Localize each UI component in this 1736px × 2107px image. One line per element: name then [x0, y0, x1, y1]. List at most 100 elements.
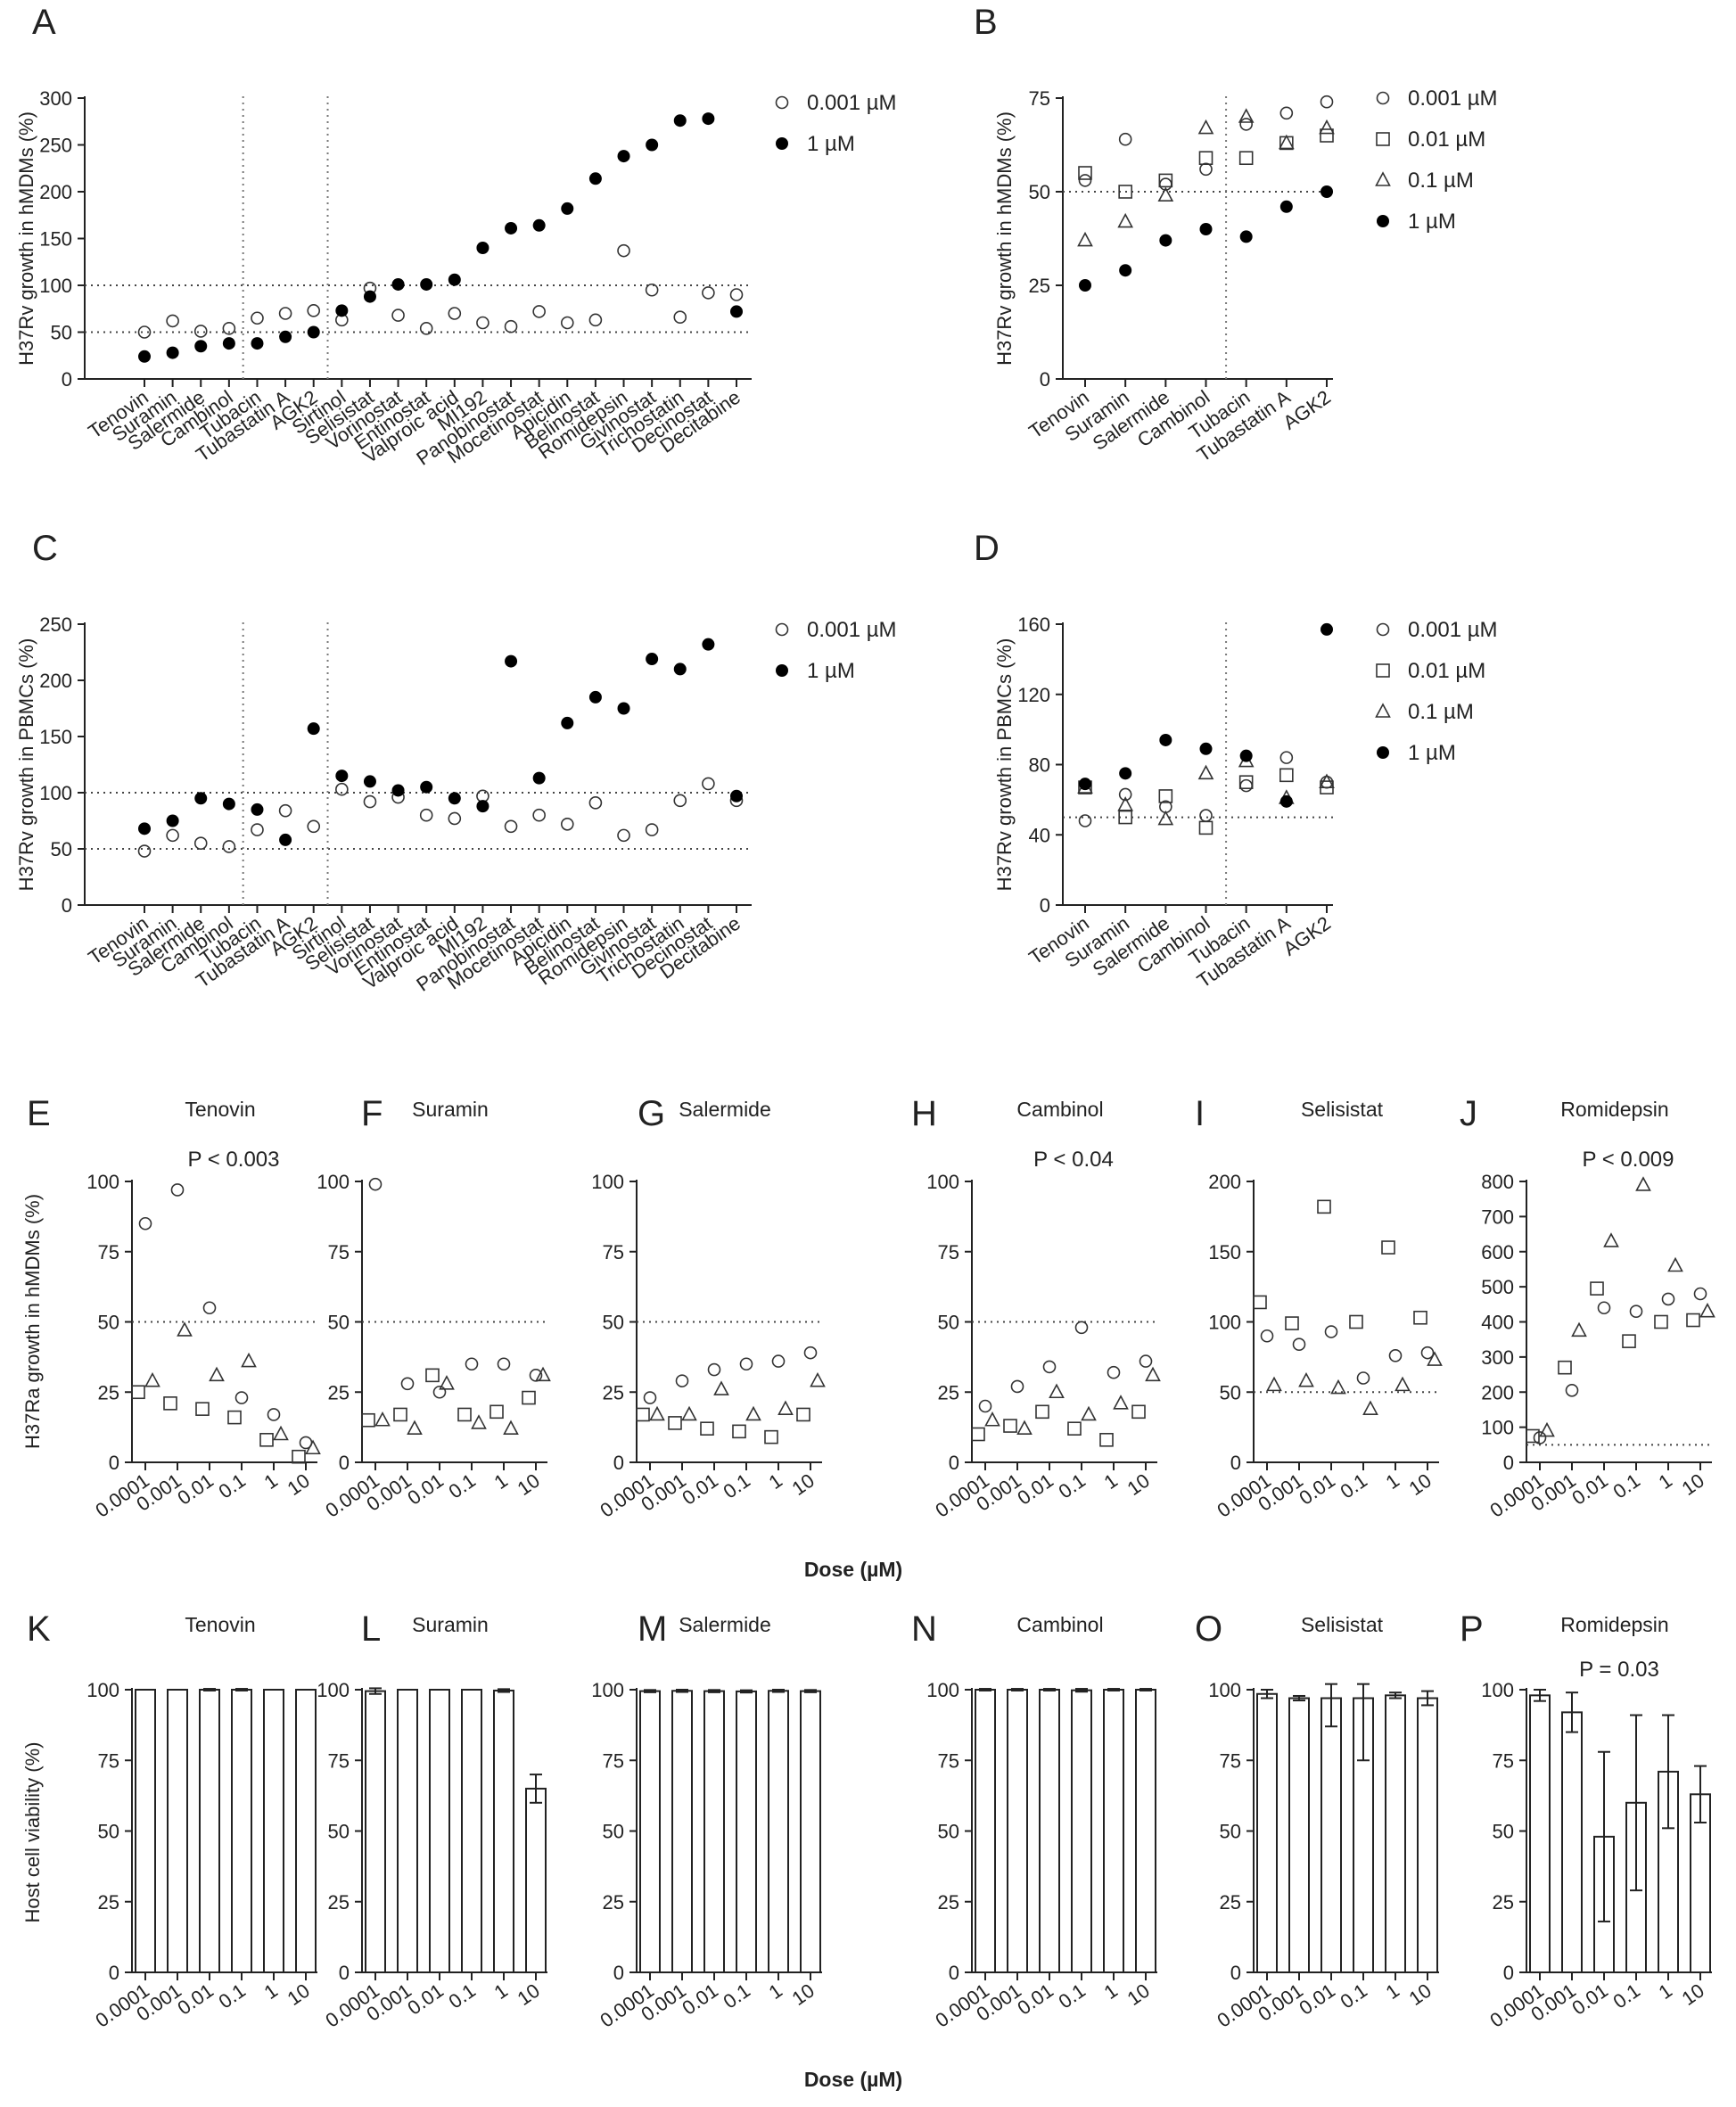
y-tick-label: 100: [1481, 1679, 1514, 1701]
x-tick-label: 1: [259, 1979, 281, 2004]
y-tick-label: 150: [39, 726, 72, 748]
y-tick-label: 0: [339, 1962, 350, 1984]
y-tick-label: 75: [328, 1749, 350, 1772]
x-tick-label: 1: [1654, 1979, 1675, 2004]
y-tick-label: 75: [328, 1241, 350, 1263]
panel-title: Romidepsin: [1560, 1098, 1668, 1121]
panel-title: Salermide: [679, 1613, 771, 1636]
point-1-m: [1279, 200, 1293, 213]
panel-title: Romidepsin: [1560, 1613, 1668, 1636]
bar: [1135, 1689, 1156, 1973]
point-1-m: [1079, 778, 1091, 791]
legend-label: 0.1 µM: [1408, 700, 1474, 724]
point-0-1-m: [1427, 1351, 1443, 1366]
x-tick-label: 0.01: [173, 1469, 217, 1510]
point-0-1-m: [1077, 231, 1093, 247]
point-0-001-m: [307, 819, 321, 834]
bar: [167, 1689, 188, 1973]
point-0-001-m: [1078, 174, 1092, 187]
point-0-001-m: [137, 325, 152, 339]
point-0-01-m: [1035, 1404, 1049, 1420]
point-1-m: [588, 172, 602, 185]
point-0-001-m: [729, 288, 744, 301]
point-0-01-m: [1238, 775, 1254, 789]
x-tick-label: 10: [787, 1469, 818, 1501]
point-0-001-m: [1320, 95, 1334, 109]
y-tick-label: 25: [98, 1891, 119, 1914]
point-0-1-m: [1319, 119, 1335, 135]
point-0-1-m: [1667, 1256, 1683, 1272]
point-0-001-m: [1260, 1329, 1274, 1343]
panel-letter: I: [1195, 1094, 1205, 1133]
legend-marker: [1376, 622, 1390, 637]
y-tick-label: 700: [1481, 1206, 1514, 1228]
legend-label: 1 µM: [807, 132, 855, 156]
bar: [1417, 1697, 1438, 1973]
point-1-m: [730, 789, 743, 802]
point-1-m: [166, 346, 179, 359]
legend-label: 0.01 µM: [1408, 128, 1485, 152]
x-tick-label: 10: [787, 1979, 818, 2011]
point-0-01-m: [1198, 820, 1214, 835]
y-tick-label: 100: [86, 1171, 119, 1193]
bar: [1529, 1694, 1551, 1973]
x-tick-label: 0.1: [444, 1979, 479, 2013]
y-tick-label: 50: [603, 1821, 624, 1843]
point-1-m: [448, 792, 461, 805]
y-tick-label: 25: [938, 1381, 959, 1403]
legend-marker: [776, 137, 788, 150]
x-tick-label: 10: [283, 1469, 313, 1501]
bar: [1288, 1697, 1310, 1973]
x-tick-label: 0.01: [1295, 1469, 1338, 1510]
point-0-001-m: [234, 1391, 249, 1404]
y-axis-label-k-row: Host cell viability (%): [21, 1742, 44, 1923]
point-0-001-m: [1078, 814, 1092, 827]
panel-letter: O: [1195, 1609, 1222, 1649]
y-tick-label: 300: [1481, 1346, 1514, 1369]
point-0-01-m: [1118, 185, 1132, 199]
bar: [429, 1689, 450, 1973]
x-tick-label: 0.01: [678, 1469, 721, 1510]
point-0-01-m: [1285, 1316, 1299, 1330]
bar: [295, 1689, 317, 1973]
point-1-m: [1321, 185, 1333, 198]
y-tick-label: 25: [1220, 1891, 1241, 1914]
point-0-001-m: [202, 1301, 217, 1315]
point-1-m: [532, 218, 546, 232]
point-0-001-m: [1565, 1383, 1579, 1397]
point-0-001-m: [419, 808, 433, 822]
point-0-001-m: [193, 836, 208, 851]
x-tick-label: 0.1: [1608, 1979, 1643, 2013]
point-0-001-m: [448, 307, 462, 320]
point-0-01-m: [668, 1416, 682, 1430]
point-0-001-m: [702, 286, 715, 300]
point-0-001-m: [497, 1357, 511, 1371]
point-0-01-m: [227, 1410, 242, 1425]
point-0-001-m: [702, 777, 715, 791]
y-tick-label: 25: [328, 1381, 350, 1403]
point-0-001-m: [504, 319, 518, 333]
bar: [1561, 1711, 1583, 1973]
y-tick-label: 80: [1029, 754, 1050, 777]
x-tick-label: 1: [490, 1469, 511, 1494]
point-0-01-m: [1158, 789, 1173, 803]
y-tick-label: 100: [39, 782, 72, 804]
x-tick-label: 0.01: [1295, 1979, 1338, 2020]
point-0-001-m: [673, 310, 687, 325]
bar: [768, 1690, 789, 1973]
y-tick-label: 25: [98, 1381, 119, 1403]
point-1-m: [617, 702, 630, 715]
point-0-001-m: [400, 1377, 415, 1391]
point-0-1-m: [810, 1371, 826, 1387]
x-tick-label: 10: [513, 1979, 543, 2011]
y-tick-label: 25: [1493, 1891, 1514, 1914]
point-0-01-m: [700, 1421, 714, 1436]
panel-letter: P: [1460, 1609, 1484, 1649]
legend-marker: [1375, 703, 1391, 718]
panel-d: D04080120160TenovinSuraminSalermideCambi…: [974, 529, 1498, 992]
x-tick-label: 0.01: [1567, 1469, 1611, 1510]
bar: [263, 1689, 284, 1973]
